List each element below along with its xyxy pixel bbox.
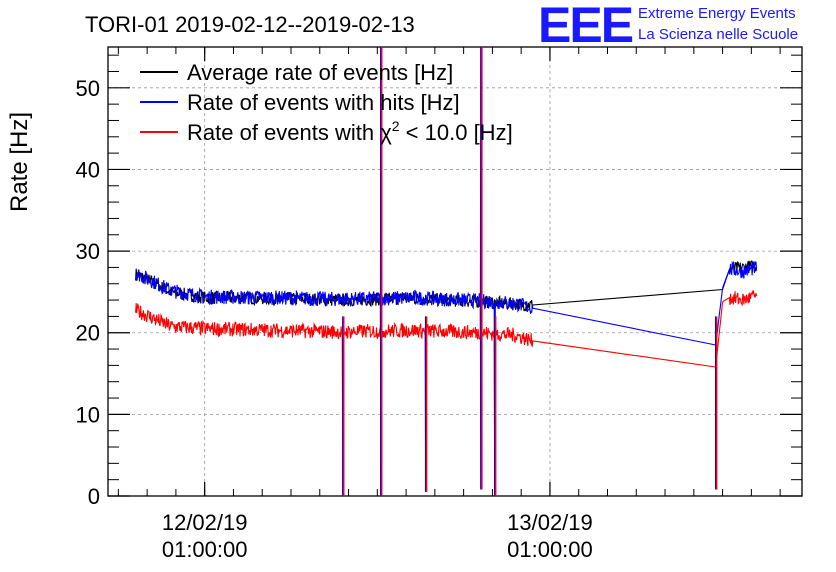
x-tick-date-1: 13/02/19 — [507, 510, 593, 535]
y-tick-label-0: 0 — [88, 484, 100, 509]
legend-chi2-suffix: < 10.0 [Hz] — [400, 120, 513, 145]
legend-label-hits: Rate of events with hits [Hz] — [187, 90, 460, 115]
y-tick-label-10: 10 — [76, 402, 100, 427]
y-tick-label-20: 20 — [76, 321, 100, 346]
series-line-2 — [135, 47, 758, 496]
x-tick-time-0: 01:00:00 — [162, 537, 248, 562]
y-axis-label: Rate [Hz] — [6, 112, 33, 212]
legend-label-chi2: Rate of events with χ2 < 10.0 [Hz] — [187, 118, 513, 145]
legend-chi2-prefix: Rate of events with χ — [187, 120, 392, 145]
eee-logo-line2: La Scienza nelle Scuole — [638, 26, 798, 43]
series-line-1 — [135, 260, 758, 496]
eee-logo-letters: EEE — [538, 0, 633, 53]
y-tick-label-30: 30 — [76, 239, 100, 264]
eee-logo-line1: Extreme Energy Events — [638, 5, 796, 22]
x-tick-time-1: 01:00:00 — [507, 537, 593, 562]
series-line-0 — [135, 260, 758, 312]
y-tick-label-40: 40 — [76, 157, 100, 182]
y-axis-ticks: 0 10 20 30 40 50 — [76, 54, 802, 509]
grid-lines — [108, 47, 802, 497]
x-tick-date-0: 12/02/19 — [162, 510, 248, 535]
plot-frame — [107, 46, 803, 497]
y-tick-label-50: 50 — [76, 76, 100, 101]
chart-title: TORI-01 2019-02-12--2019-02-13 — [85, 12, 415, 37]
legend: Average rate of events [Hz] Rate of even… — [140, 60, 513, 145]
eee-logo: EEE Extreme Energy Events La Scienza nel… — [538, 0, 798, 53]
legend-chi2-sup: 2 — [392, 118, 400, 134]
series-group — [135, 47, 758, 496]
legend-label-average: Average rate of events [Hz] — [187, 60, 453, 85]
